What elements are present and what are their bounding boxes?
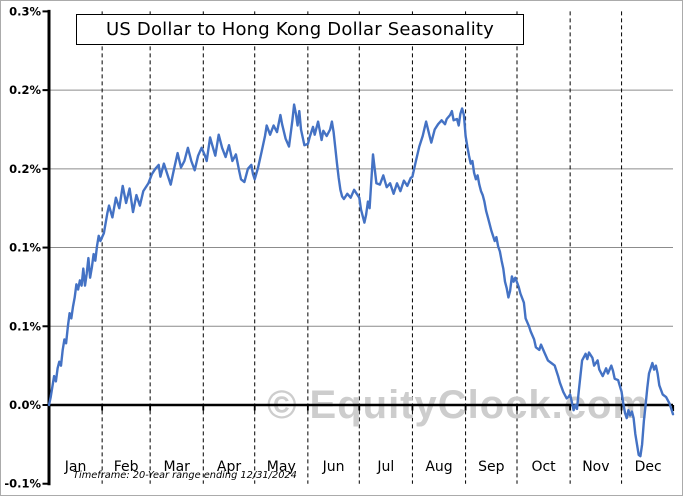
y-axis-tick-label: 0.3% xyxy=(9,4,41,18)
x-axis-month-label: Jun xyxy=(322,459,345,475)
x-axis-month-label: Feb xyxy=(114,459,139,475)
x-axis-month-label: Jan xyxy=(64,459,87,475)
seasonality-line-series xyxy=(47,103,675,458)
x-axis-month-label: Dec xyxy=(635,459,662,475)
chart-title: US Dollar to Hong Kong Dollar Seasonalit… xyxy=(76,14,524,45)
x-axis-month-label: Nov xyxy=(582,459,609,475)
x-axis-month-label: Aug xyxy=(425,459,452,475)
x-axis-month-label: May xyxy=(267,459,296,475)
y-axis-tick-label: 0.2% xyxy=(9,162,41,176)
x-axis-month-label: Mar xyxy=(164,459,191,475)
x-axis-month-label: Apr xyxy=(217,459,241,475)
x-axis-month-label: Oct xyxy=(531,459,556,475)
x-axis-month-label: Sep xyxy=(478,459,505,475)
y-axis-tick-label: 0.1% xyxy=(9,319,41,333)
y-axis-tick-label: 0.2% xyxy=(9,83,41,97)
timeframe-note: Timeframe: 20-Year range ending 12/31/20… xyxy=(73,470,297,481)
y-axis-tick-label: 0.1% xyxy=(9,241,41,255)
x-axis-month-label: Jul xyxy=(376,459,394,475)
y-axis-tick-label: -0.1% xyxy=(4,477,41,491)
y-axis-tick-label: 0.0% xyxy=(9,398,41,412)
